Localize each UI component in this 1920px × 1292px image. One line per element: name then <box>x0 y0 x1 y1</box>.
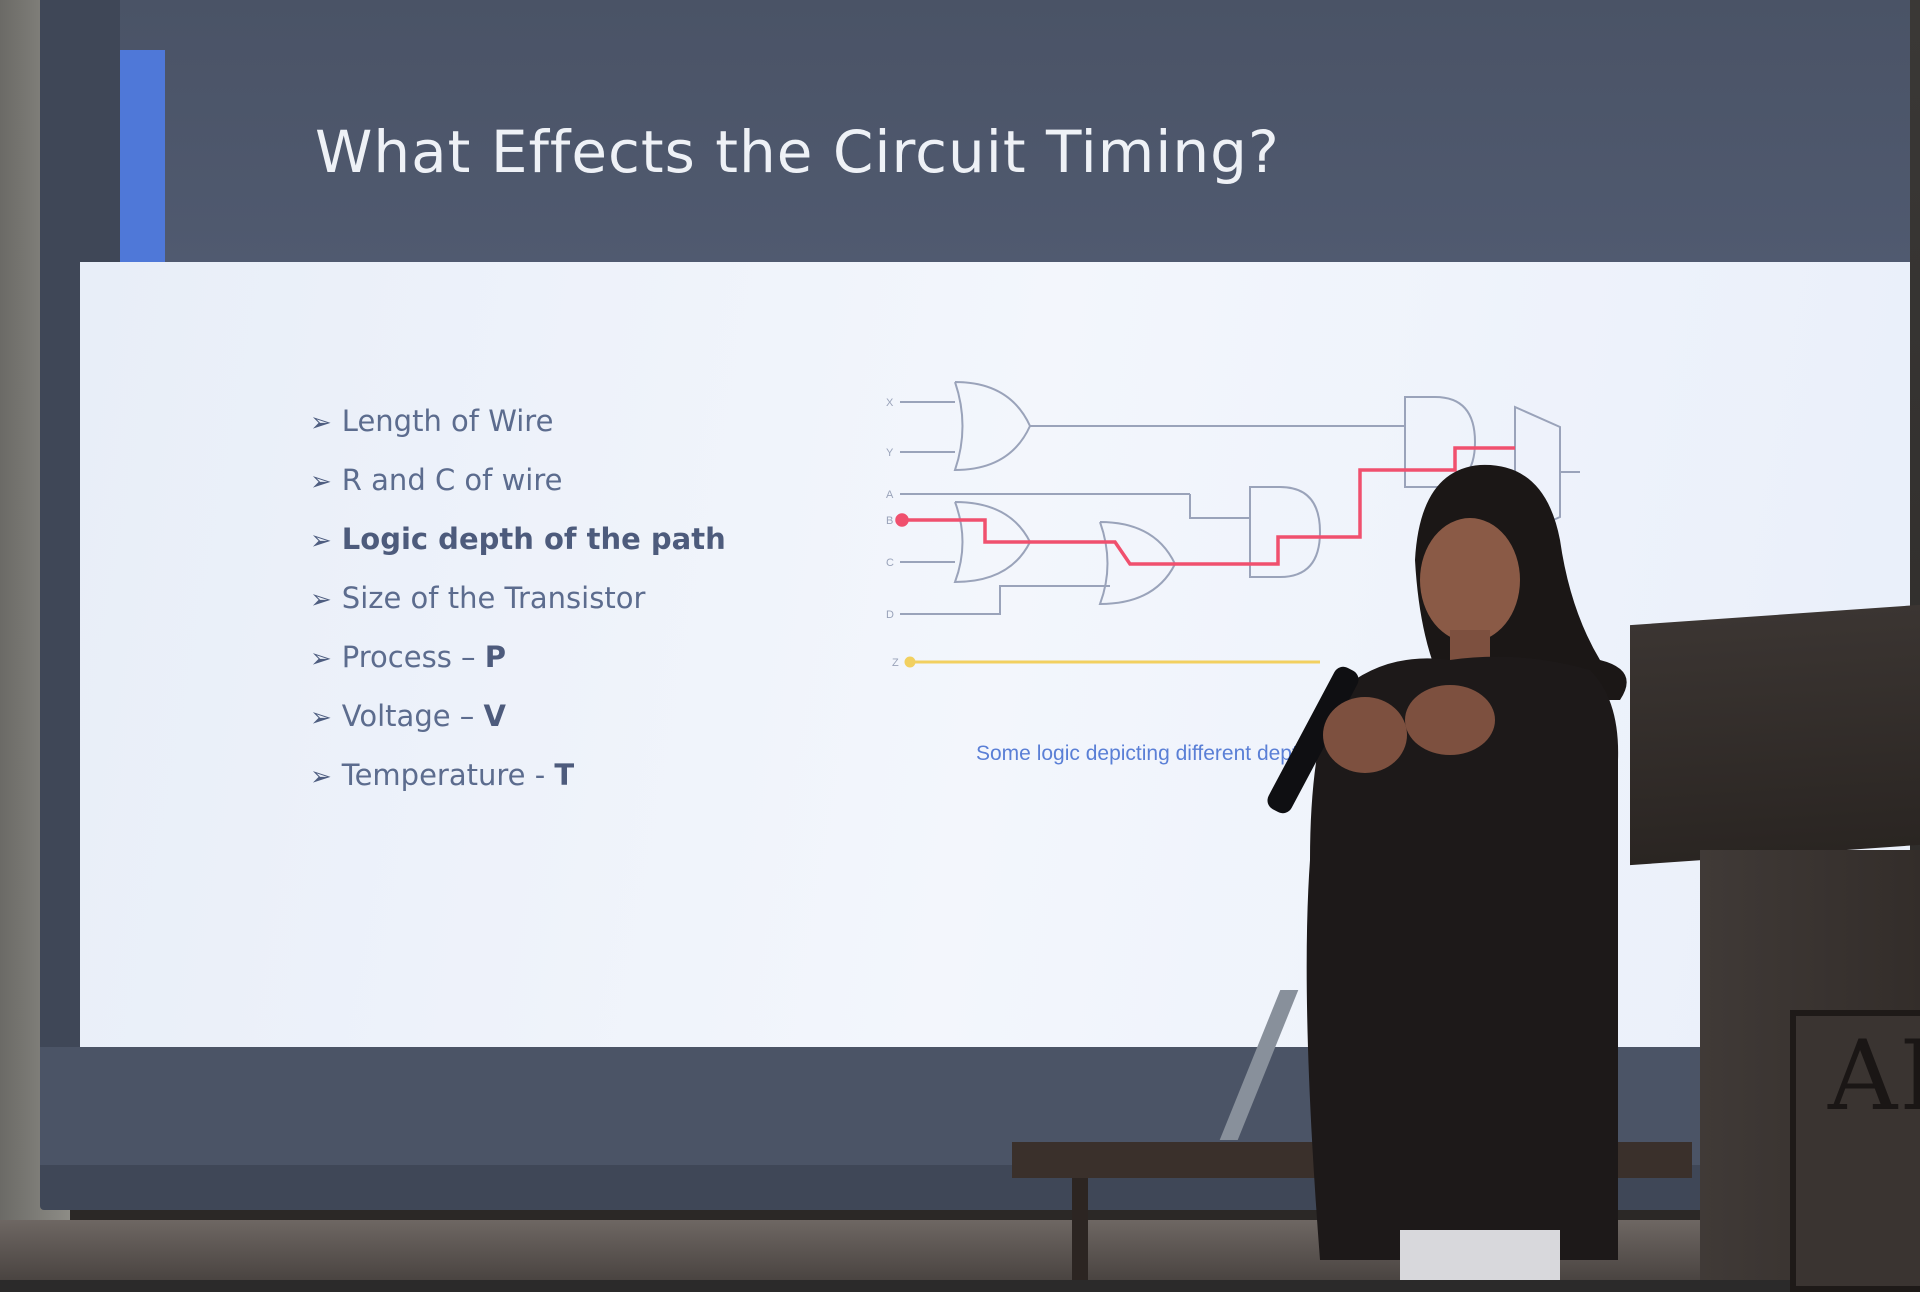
slide-header: What Effects the Circuit Timing? <box>120 0 1910 270</box>
input-label: Z <box>892 657 899 669</box>
bullet-item: ➢ Length of Wire <box>310 392 726 451</box>
input-label: C <box>886 557 894 569</box>
critical-path <box>895 446 1515 566</box>
bullet-text: Size of the Transistor <box>341 581 646 615</box>
and-gate-mid <box>1249 486 1322 578</box>
presenter-coat <box>1306 656 1619 1260</box>
bullet-item: ➢ R and C of wire <box>310 451 726 510</box>
arrow-bullet-icon: ➢ <box>310 467 332 497</box>
input-label: Y <box>886 447 894 459</box>
table-leg <box>1072 1178 1088 1280</box>
presentation-slide: What Effects the Circuit Timing? ➢ Length… <box>80 0 1910 1165</box>
input-labels: X Y A B C D Z <box>886 397 899 669</box>
accent-bar <box>120 50 165 270</box>
presenter-face <box>1420 518 1520 642</box>
presenter-pants <box>1400 1230 1560 1280</box>
z-line <box>904 656 1320 668</box>
bullet-text: Process – <box>341 640 485 674</box>
or-gate-3 <box>1098 521 1177 606</box>
podium-top <box>1630 604 1920 866</box>
bullet-letter: P <box>484 640 507 674</box>
bullet-item-highlighted: ➢ Logic depth of the path <box>310 510 726 569</box>
bullet-text: Temperature - <box>341 758 555 792</box>
bullet-item: ➢ Temperature - T <box>310 746 726 805</box>
presenter-hand-left <box>1323 697 1407 773</box>
bullet-text: Length of Wire <box>341 404 554 438</box>
bullet-item: ➢ Size of the Transistor <box>310 569 726 628</box>
input-label: X <box>886 397 894 409</box>
bullet-text: Logic depth of the path <box>341 522 726 556</box>
arrow-bullet-icon: ➢ <box>310 408 332 438</box>
microphone <box>1267 666 1359 814</box>
projection-screen: What Effects the Circuit Timing? ➢ Length… <box>40 0 1910 1210</box>
diagram-caption: Some logic depicting different depth <box>976 742 1310 765</box>
input-label: B <box>886 515 893 527</box>
bullet-letter: T <box>554 758 575 792</box>
arrow-bullet-icon: ➢ <box>310 644 332 674</box>
bullet-item: ➢ Voltage – V <box>310 687 726 746</box>
bullet-item: ➢ Process – P <box>310 628 726 687</box>
arrow-bullet-icon: ➢ <box>310 703 332 733</box>
input-label: A <box>886 489 894 501</box>
slide-title: What Effects the Circuit Timing? <box>315 118 1280 186</box>
bullet-text: Voltage – <box>341 699 484 733</box>
arrow-bullet-icon: ➢ <box>310 526 332 556</box>
bullet-letter: V <box>483 699 506 733</box>
bullet-text: R and C of wire <box>341 463 563 497</box>
input-label: D <box>886 609 894 621</box>
podium-crest-text: AI <box>1828 1020 1920 1132</box>
bullet-list: ➢ Length of Wire ➢ R and C of wire ➢ Logic … <box>310 392 726 805</box>
arrow-bullet-icon: ➢ <box>310 585 332 615</box>
arrow-bullet-icon: ➢ <box>310 762 332 792</box>
presenter-hand-right <box>1405 685 1495 755</box>
or-gate-2 <box>953 501 1032 584</box>
or-gate-1 <box>953 381 1032 472</box>
